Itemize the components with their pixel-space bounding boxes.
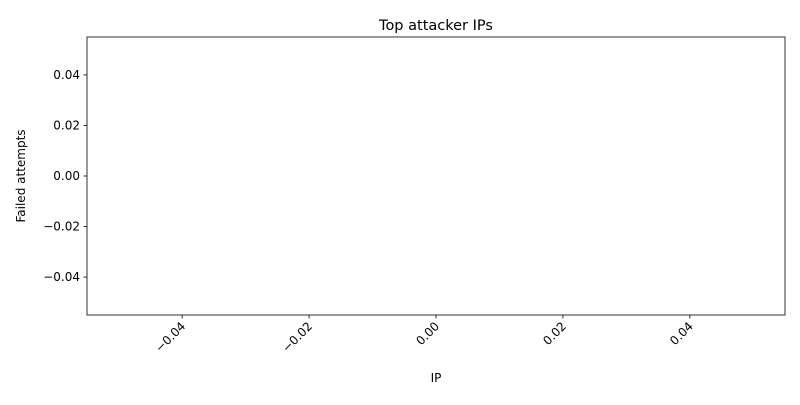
y-axis-ticks: −0.04 −0.02 0.00 0.02 0.04: [43, 68, 87, 284]
chart-title: Top attacker IPs: [378, 18, 493, 34]
x-axis-ticks: −0.04 −0.02 0.00 0.02 0.04: [152, 315, 696, 355]
x-tick-label: −0.02: [279, 319, 315, 355]
y-axis-label: Failed attempts: [14, 129, 28, 222]
y-tick-label: 0.02: [53, 118, 80, 132]
x-tick-label: 0.02: [540, 319, 569, 348]
x-tick-label: −0.04: [152, 319, 188, 355]
plot-area-frame: [86, 36, 786, 316]
x-axis-label: IP: [431, 371, 442, 385]
x-tick-label: 0.04: [667, 319, 696, 348]
y-tick-label: 0.00: [53, 169, 80, 183]
y-tick-label: −0.04: [43, 270, 80, 284]
y-tick-label: −0.02: [43, 220, 80, 234]
y-tick-label: 0.04: [53, 68, 80, 82]
x-tick-label: 0.00: [413, 319, 442, 348]
